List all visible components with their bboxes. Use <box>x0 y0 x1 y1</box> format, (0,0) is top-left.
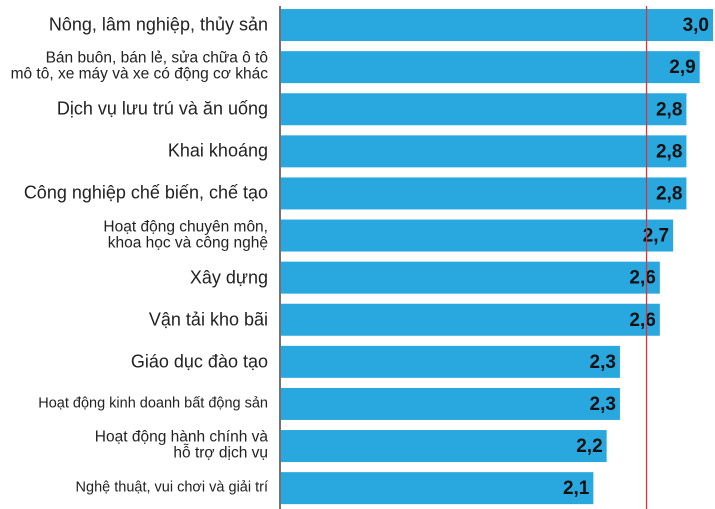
value-label: 2,6 <box>629 268 655 289</box>
bar <box>281 345 620 378</box>
value-label: 2,6 <box>629 310 655 331</box>
category-label: Nông, lâm nghiệp, thủy sản <box>48 14 268 35</box>
bar <box>281 93 687 126</box>
bar <box>281 472 594 505</box>
category-label: Vận tải kho bãi <box>148 309 268 330</box>
category-label: Dịch vụ lưu trú và ăn uống <box>56 98 268 119</box>
bar <box>281 135 687 168</box>
category-label: Hoạt động hành chính và hỗ trợ dịch vụ <box>94 428 268 463</box>
value-label: 2,7 <box>643 226 669 247</box>
bar <box>281 303 660 336</box>
category-label: Hoạt động kinh doanh bất động sản <box>38 395 268 412</box>
bar <box>281 387 620 420</box>
category-label: Giáo dục đào tạo <box>130 351 268 372</box>
value-label: 2,8 <box>656 99 682 120</box>
value-label: 2,9 <box>669 57 695 78</box>
value-label: 2,2 <box>576 436 602 457</box>
value-label: 2,3 <box>590 352 616 373</box>
bar <box>281 430 607 463</box>
bar <box>281 219 674 252</box>
category-label: Nghệ thuật, vui chơi và giải trí <box>75 479 268 496</box>
value-label: 2,3 <box>590 394 616 415</box>
category-label: Hoạt động chuyên môn, khoa học và công n… <box>103 218 268 252</box>
value-label: 2,8 <box>656 183 682 204</box>
category-label: Khai khoáng <box>167 140 268 161</box>
value-label: 2,1 <box>563 478 590 499</box>
bar <box>281 9 713 42</box>
value-label: 3,0 <box>683 15 709 36</box>
category-label: Xây dựng <box>189 267 268 288</box>
bar <box>281 51 700 84</box>
bar <box>281 177 687 210</box>
category-label: Bán buôn, bán lẻ, sửa chữa ô tô mô tô, x… <box>10 49 268 84</box>
bar <box>281 261 660 294</box>
category-label: Công nghiệp chế biến, chế tạo <box>23 182 268 203</box>
value-label: 2,8 <box>656 141 682 162</box>
